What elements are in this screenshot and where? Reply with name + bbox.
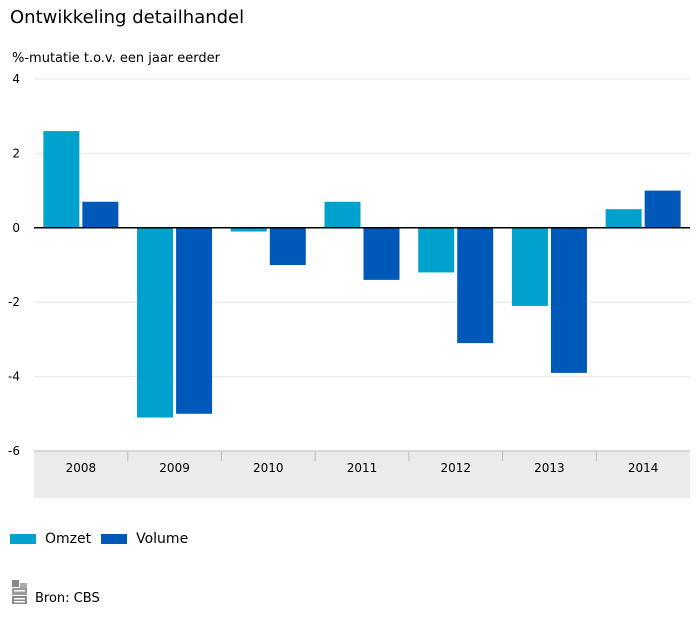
bar-omzet-2008	[43, 131, 80, 228]
x-axis-band	[34, 451, 690, 498]
chart-title: Ontwikkeling detailhandel	[10, 7, 245, 28]
bar-omzet-2014	[605, 209, 642, 228]
y-tick-label: 0	[12, 221, 20, 235]
gridlines	[34, 78, 690, 452]
bars	[43, 131, 681, 418]
chart-subtitle: %-mutatie t.o.v. een jaar eerder	[12, 51, 220, 66]
x-tick-label: 2008	[66, 461, 97, 475]
bar-volume-2011	[363, 227, 400, 280]
x-tick-label: 2009	[159, 461, 190, 475]
y-axis-ticks: 4 2 0 -2 -4 -6	[8, 72, 20, 458]
x-tick-label: 2014	[628, 461, 659, 475]
y-tick-label: 4	[12, 72, 20, 86]
bar-omzet-2013	[511, 227, 548, 306]
bar-volume-2009	[176, 227, 213, 414]
bar-volume-2008	[82, 201, 119, 228]
source-text: Bron: CBS	[35, 591, 100, 606]
bar-volume-2014	[644, 190, 681, 228]
legend: Omzet Volume	[10, 531, 198, 547]
legend-item-volume: Volume	[101, 531, 188, 547]
x-tick-label: 2010	[253, 461, 284, 475]
legend-swatch-volume	[101, 534, 128, 544]
bar-omzet-2012	[418, 227, 455, 273]
y-tick-label: -2	[8, 295, 20, 309]
x-tick-label: 2011	[347, 461, 378, 475]
x-tick-label: 2013	[534, 461, 565, 475]
legend-label-volume: Volume	[136, 531, 189, 547]
cbs-logo-icon	[12, 580, 27, 604]
source-note: Bron: CBS	[10, 580, 100, 606]
y-tick-label: 2	[12, 146, 20, 160]
bar-omzet-2011	[324, 201, 361, 228]
bar-omzet-2009	[137, 227, 174, 418]
legend-label-omzet: Omzet	[45, 531, 92, 547]
y-tick-label: -4	[8, 370, 20, 384]
x-tick-label: 2012	[440, 461, 471, 475]
bar-volume-2013	[550, 227, 587, 373]
bar-chart: 4 2 0 -2 -4 -6 2008 2009 2010 2011 2012 2013 2014	[8, 72, 690, 498]
legend-item-omzet: Omzet	[10, 531, 91, 547]
bar-omzet-2010	[230, 227, 267, 232]
bar-volume-2012	[457, 227, 494, 344]
y-tick-label: -6	[8, 444, 20, 458]
x-axis-ticks: 2008 2009 2010 2011 2012 2013 2014	[34, 450, 690, 475]
legend-swatch-omzet	[10, 534, 36, 544]
bar-volume-2010	[269, 227, 306, 265]
